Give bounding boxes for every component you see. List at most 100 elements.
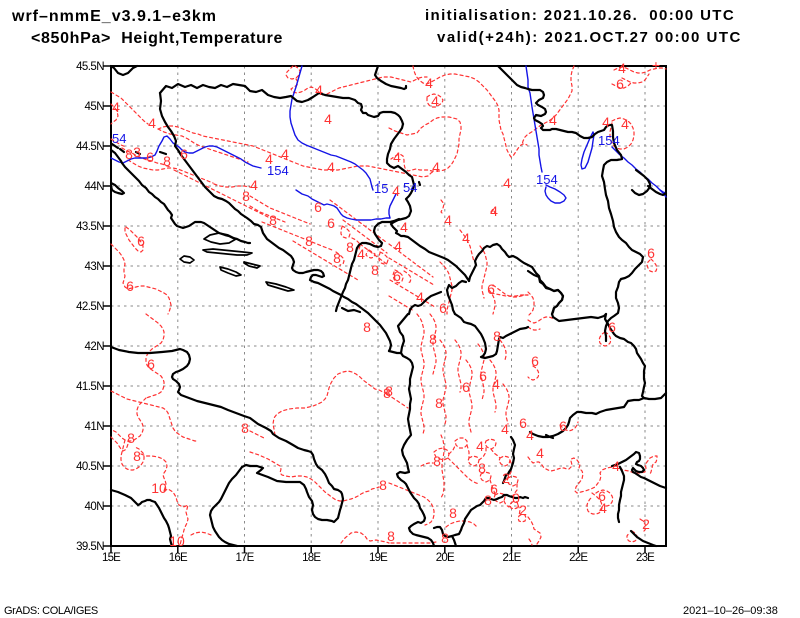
- svg-text:6: 6: [462, 379, 470, 395]
- svg-text:0: 0: [512, 490, 520, 506]
- svg-text:6: 6: [147, 356, 155, 372]
- svg-text:4: 4: [444, 212, 452, 228]
- svg-text:4: 4: [549, 112, 557, 128]
- svg-text:4: 4: [148, 115, 156, 131]
- svg-text:40N: 40N: [85, 501, 105, 513]
- svg-text:17E: 17E: [235, 552, 254, 564]
- svg-text:6: 6: [598, 488, 606, 504]
- svg-text:8: 8: [433, 453, 441, 469]
- svg-text:4: 4: [431, 93, 439, 109]
- svg-text:4: 4: [324, 111, 332, 127]
- svg-text:45.5N: 45.5N: [76, 61, 104, 73]
- svg-text:42N: 42N: [85, 341, 105, 353]
- svg-text:20E: 20E: [436, 552, 455, 564]
- svg-text:54: 54: [112, 131, 126, 146]
- svg-text:4: 4: [462, 230, 470, 246]
- svg-text:8: 8: [385, 383, 393, 399]
- svg-text:6: 6: [487, 281, 495, 297]
- svg-text:44.5N: 44.5N: [76, 141, 104, 153]
- svg-text:4: 4: [526, 427, 534, 443]
- svg-text:4: 4: [432, 159, 440, 175]
- svg-text:4: 4: [315, 82, 323, 98]
- svg-text:4: 4: [425, 75, 433, 91]
- svg-text:54: 54: [403, 180, 417, 195]
- svg-text:40.5N: 40.5N: [76, 461, 104, 473]
- svg-text:8: 8: [484, 492, 492, 508]
- svg-text:8: 8: [493, 328, 501, 344]
- svg-text:4: 4: [492, 376, 500, 392]
- svg-text:6: 6: [647, 245, 655, 261]
- svg-text:4: 4: [250, 177, 258, 193]
- svg-text:6: 6: [531, 353, 539, 369]
- svg-text:8: 8: [127, 430, 135, 446]
- svg-text:4: 4: [400, 219, 408, 235]
- svg-text:8: 8: [449, 505, 457, 521]
- svg-text:4: 4: [621, 116, 629, 132]
- svg-text:8: 8: [333, 250, 341, 266]
- svg-text:8: 8: [478, 460, 486, 476]
- svg-text:4: 4: [265, 151, 273, 167]
- svg-text:4: 4: [416, 289, 424, 305]
- svg-text:6: 6: [314, 199, 322, 215]
- svg-text:8: 8: [383, 385, 391, 401]
- svg-text:2: 2: [502, 470, 510, 486]
- svg-text:6: 6: [479, 368, 487, 384]
- svg-text:22E: 22E: [569, 552, 588, 564]
- svg-text:4: 4: [618, 60, 626, 76]
- svg-text:4: 4: [536, 445, 544, 461]
- svg-text:8: 8: [346, 239, 354, 255]
- svg-text:8: 8: [429, 331, 437, 347]
- svg-text:4: 4: [392, 183, 400, 199]
- svg-text:4: 4: [503, 175, 511, 191]
- svg-text:4: 4: [612, 458, 620, 474]
- svg-text:4: 4: [602, 114, 610, 130]
- svg-text:6: 6: [439, 300, 447, 316]
- svg-text:8: 8: [435, 395, 443, 411]
- svg-text:6: 6: [559, 418, 567, 434]
- svg-text:8: 8: [371, 262, 379, 278]
- svg-text:8: 8: [305, 233, 313, 249]
- svg-text:154: 154: [536, 172, 558, 187]
- svg-text:8: 8: [387, 528, 395, 544]
- svg-text:6: 6: [137, 233, 145, 249]
- svg-text:6: 6: [180, 146, 188, 162]
- svg-text:39.5N: 39.5N: [76, 541, 104, 553]
- svg-text:8: 8: [379, 477, 387, 493]
- svg-text:4: 4: [394, 238, 402, 254]
- svg-text:154: 154: [598, 133, 620, 148]
- svg-text:3: 3: [133, 144, 141, 160]
- svg-text:6: 6: [519, 415, 527, 431]
- svg-text:4: 4: [281, 146, 289, 162]
- svg-text:8: 8: [269, 212, 277, 228]
- svg-text:4: 4: [476, 438, 484, 454]
- svg-text:+: +: [652, 57, 660, 73]
- svg-text:18E: 18E: [302, 552, 321, 564]
- svg-text:154: 154: [267, 163, 289, 178]
- svg-text:8: 8: [441, 530, 449, 546]
- svg-text:6: 6: [146, 149, 154, 165]
- svg-text:6: 6: [327, 215, 335, 231]
- svg-text:8: 8: [242, 188, 250, 204]
- svg-text:16E: 16E: [169, 552, 188, 564]
- svg-text:8: 8: [241, 420, 249, 436]
- svg-text:15: 15: [374, 181, 388, 196]
- svg-text:43.5N: 43.5N: [76, 221, 104, 233]
- svg-text:44N: 44N: [85, 181, 105, 193]
- svg-text:4: 4: [112, 99, 120, 115]
- svg-text:2: 2: [642, 516, 650, 532]
- svg-text:4: 4: [327, 159, 335, 175]
- svg-text:10: 10: [151, 480, 167, 496]
- svg-text:4: 4: [357, 246, 365, 262]
- svg-text:43N: 43N: [85, 261, 105, 273]
- svg-text:4: 4: [490, 203, 498, 219]
- svg-text:6: 6: [616, 76, 624, 92]
- svg-text:41N: 41N: [85, 421, 105, 433]
- svg-text:4: 4: [599, 500, 607, 516]
- svg-text:4: 4: [393, 149, 401, 165]
- svg-text:6: 6: [608, 319, 616, 335]
- svg-text:6: 6: [393, 268, 401, 284]
- svg-text:4: 4: [501, 421, 509, 437]
- svg-text:8: 8: [133, 448, 141, 464]
- svg-text:41.5N: 41.5N: [76, 381, 104, 393]
- svg-text:10: 10: [169, 533, 185, 549]
